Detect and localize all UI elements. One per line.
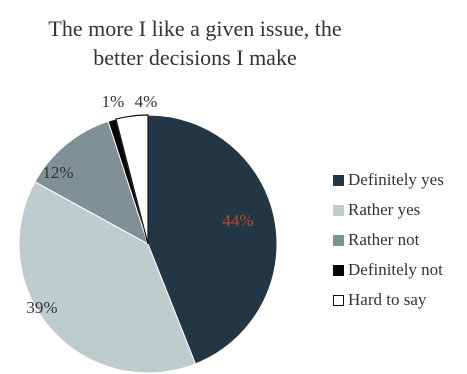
chart-title-line-1: The more I like a given issue, the xyxy=(48,16,342,41)
legend-item-definitely-yes: Definitely yes xyxy=(333,170,444,200)
pie-slice-rather-yes xyxy=(18,181,197,374)
legend-swatch-rather-not xyxy=(333,234,344,246)
legend-item-hard-to-say: Hard to say xyxy=(333,290,444,320)
chart-title: The more I like a given issue, the bette… xyxy=(0,14,390,72)
data-label-hard-to-say: 4% xyxy=(135,92,158,111)
legend-swatch-definitely-yes xyxy=(333,174,344,186)
legend-swatch-hard-to-say xyxy=(333,294,344,306)
legend-label-definitely-not: Definitely not xyxy=(348,260,443,279)
legend-label-hard-to-say: Hard to say xyxy=(348,290,427,309)
data-label-definitely-not: 1% xyxy=(102,92,125,111)
chart-title-line-2: better decisions I make xyxy=(93,45,297,70)
legend-swatch-rather-yes xyxy=(333,204,344,216)
pie-slice-rather-not xyxy=(34,120,149,246)
legend-item-rather-not: Rather not xyxy=(333,230,444,260)
chart-legend: Definitely yes Rather yes Rather not Def… xyxy=(333,170,444,320)
pie-slice-definitely-yes xyxy=(147,114,278,365)
pie-slice-outline-hard-to-say xyxy=(115,114,149,245)
data-label-definitely-yes: 44% xyxy=(222,211,253,230)
legend-label-rather-not: Rather not xyxy=(348,230,420,249)
legend-swatch-definitely-not xyxy=(333,264,344,276)
legend-label-definitely-yes: Definitely yes xyxy=(348,170,444,189)
data-label-rather-not: 12% xyxy=(42,163,73,182)
legend-item-definitely-not: Definitely not xyxy=(333,260,444,290)
legend-label-rather-yes: Rather yes xyxy=(348,200,421,219)
data-label-rather-yes: 39% xyxy=(26,298,57,317)
legend-item-rather-yes: Rather yes xyxy=(333,200,444,230)
